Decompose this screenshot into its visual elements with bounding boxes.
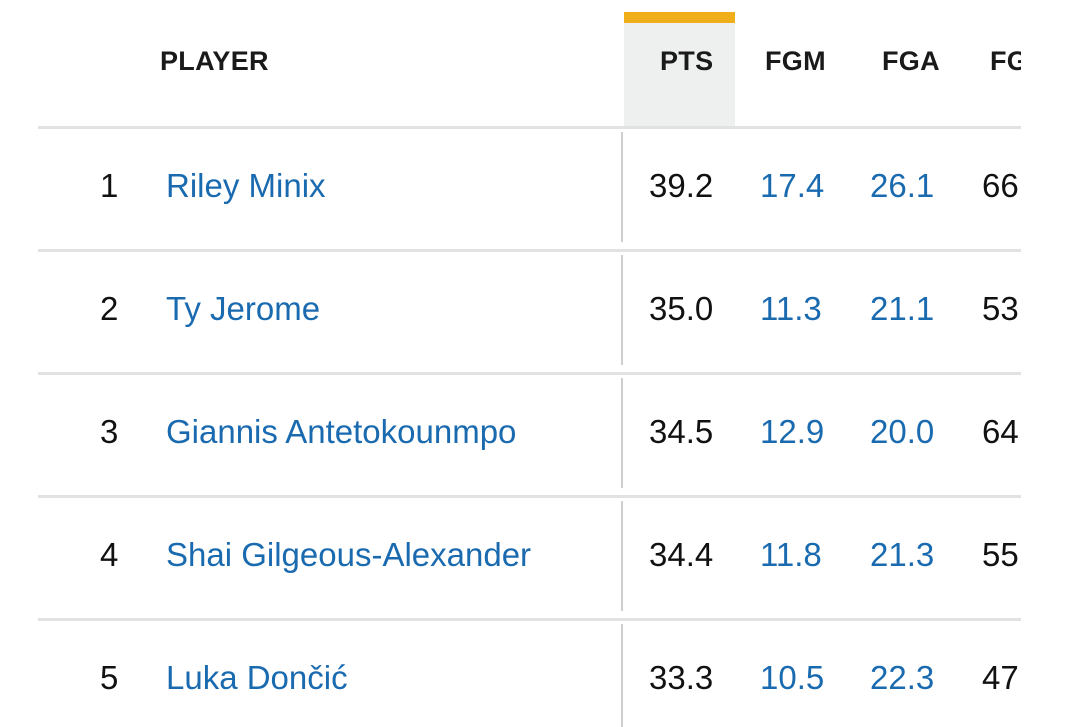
rank-cell: 3 — [100, 413, 119, 450]
row-divider — [38, 249, 1021, 252]
column-divider — [621, 624, 623, 727]
pts-cell: 34.5 — [649, 413, 714, 450]
player-name-link[interactable]: Luka Dončić — [166, 659, 348, 696]
table-row: 5 Luka Dončić 33.3 10.5 22.3 47. — [38, 618, 1021, 727]
pts-cell: 35.0 — [649, 290, 714, 327]
fgp-clip: 64. — [982, 412, 1021, 456]
fgp-cell: 47. — [982, 659, 1021, 696]
pts-cell: 34.4 — [649, 536, 714, 573]
sort-indicator-bar — [624, 12, 735, 23]
column-header-fgm[interactable]: FGM — [765, 46, 826, 76]
pts-cell: 33.3 — [649, 659, 714, 696]
fgm-link[interactable]: 10.5 — [760, 659, 825, 696]
fgm-link[interactable]: 17.4 — [760, 167, 825, 204]
fgp-clip: 55. — [982, 535, 1021, 579]
row-divider — [38, 495, 1021, 498]
stats-table: PLAYER PTS FGM FGA FG 1 Riley Minix 39.2… — [38, 0, 1021, 727]
fgp-cell: 64. — [982, 413, 1021, 450]
table-row: 2 Ty Jerome 35.0 11.3 21.1 53. — [38, 249, 1021, 372]
table-row: 3 Giannis Antetokounmpo 34.5 12.9 20.0 6… — [38, 372, 1021, 495]
fgm-link[interactable]: 11.8 — [760, 536, 822, 573]
rank-cell: 1 — [100, 167, 119, 204]
fgm-link[interactable]: 11.3 — [760, 290, 822, 327]
column-header-fgp-clip: FG — [990, 46, 1021, 86]
fgm-link[interactable]: 12.9 — [760, 413, 825, 450]
row-divider — [38, 126, 1021, 129]
fga-link[interactable]: 20.0 — [870, 413, 935, 450]
fga-link[interactable]: 26.1 — [870, 167, 935, 204]
fga-link[interactable]: 22.3 — [870, 659, 935, 696]
fgp-cell: 66. — [982, 167, 1021, 204]
player-name-link[interactable]: Riley Minix — [166, 167, 326, 204]
column-divider — [621, 255, 623, 365]
fgp-cell: 53. — [982, 290, 1021, 327]
sorted-column-highlight — [624, 12, 735, 128]
player-name-link[interactable]: Giannis Antetokounmpo — [166, 413, 517, 450]
table-row: 4 Shai Gilgeous-Alexander 34.4 11.8 21.3… — [38, 495, 1021, 618]
fgp-clip: 47. — [982, 658, 1021, 702]
column-header-fga[interactable]: FGA — [882, 46, 940, 76]
fgp-clip: 53. — [982, 289, 1021, 333]
table-row: 1 Riley Minix 39.2 17.4 26.1 66. — [38, 126, 1021, 249]
row-divider — [38, 618, 1021, 621]
column-divider — [621, 132, 623, 242]
player-name-link[interactable]: Ty Jerome — [166, 290, 321, 327]
fgp-clip: 66. — [982, 166, 1021, 210]
rank-cell: 5 — [100, 659, 119, 696]
column-header-fgp[interactable]: FG — [990, 46, 1021, 76]
fga-link[interactable]: 21.3 — [870, 536, 935, 573]
column-header-pts[interactable]: PTS — [660, 46, 714, 76]
player-name-link[interactable]: Shai Gilgeous-Alexander — [166, 536, 532, 573]
pts-cell: 39.2 — [649, 167, 714, 204]
table-header: PLAYER PTS FGM FGA FG — [38, 0, 1021, 128]
column-divider — [621, 378, 623, 488]
rank-cell: 4 — [100, 536, 119, 573]
fgp-cell: 55. — [982, 536, 1021, 573]
fga-link[interactable]: 21.1 — [870, 290, 935, 327]
rank-cell: 2 — [100, 290, 119, 327]
column-header-player[interactable]: PLAYER — [160, 46, 269, 76]
row-divider — [38, 372, 1021, 375]
column-divider — [621, 501, 623, 611]
